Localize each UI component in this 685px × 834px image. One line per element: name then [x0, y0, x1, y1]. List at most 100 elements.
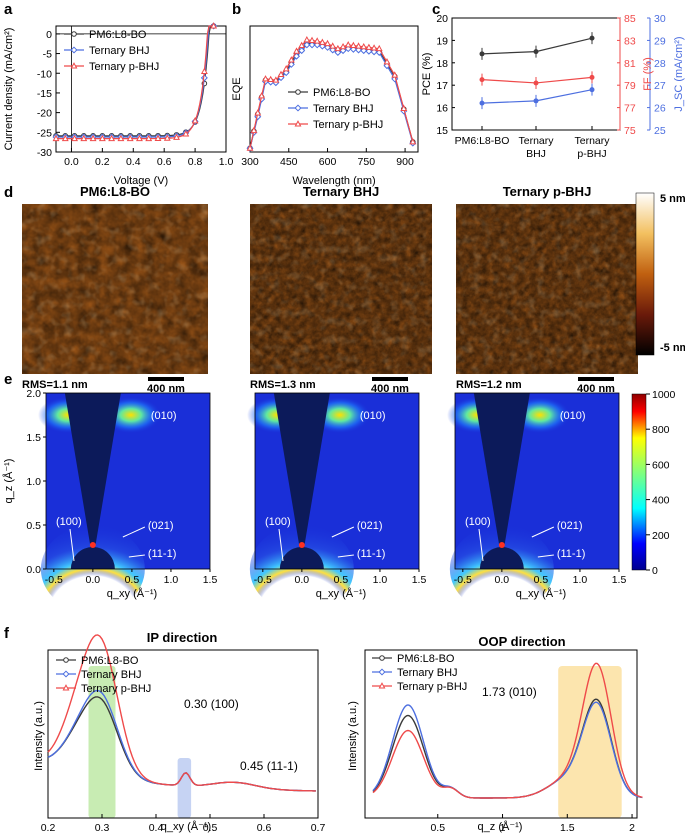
legend-marker: [62, 684, 70, 691]
data-point: [277, 70, 285, 78]
x-tick-label: 1.0: [219, 156, 234, 168]
series-lines: [479, 32, 595, 110]
x-tick-label: 1.0: [373, 574, 388, 586]
data-point: [154, 134, 162, 142]
ff-tick-label: 81: [624, 58, 636, 70]
legend-marker: [294, 104, 302, 112]
legend-entry: PM6:L8-BO: [313, 87, 371, 99]
data-point: [117, 134, 125, 142]
legend-marker: [295, 89, 301, 95]
jsc-point: [533, 98, 539, 104]
data-point: [329, 42, 337, 49]
series-line: [56, 25, 214, 137]
scale-bar: [578, 377, 614, 381]
pce-tick-label: 15: [436, 125, 448, 137]
panel-label: c: [432, 1, 440, 18]
legend-entry: PM6:L8-BO: [81, 655, 139, 667]
peak-label: (021): [357, 520, 383, 532]
x-tick-label: 0.4: [149, 822, 164, 834]
data-point: [287, 56, 295, 63]
jsc-tick-label: 29: [654, 35, 666, 47]
colorbar-tick-label: 200: [652, 530, 670, 542]
category-label-line: Ternary: [518, 135, 554, 147]
panel-e: e (010) (100) (021) (11-1) -0.5 0.0 0.5 1.0 1.5 q…: [2, 371, 676, 613]
y-axis-label: EQE: [231, 77, 243, 100]
data-point: [339, 42, 347, 50]
data-point: [191, 117, 199, 124]
afm-title: Ternary p-BHJ: [503, 184, 592, 199]
peak-arrow: [128, 554, 145, 558]
ip-title: IP direction: [147, 630, 218, 645]
jsc-tick-label: 27: [654, 80, 666, 92]
data-point: [349, 41, 357, 49]
x-tick-label: 1.0: [573, 574, 588, 586]
data-point: [80, 134, 88, 142]
x-tick-label: 0.6: [157, 156, 172, 168]
axes-frame: [451, 17, 621, 131]
x-tick-label: 0.8: [188, 156, 203, 168]
y-tick-label: 0.0: [26, 564, 41, 576]
legend-entry: PM6:L8-BO: [89, 29, 147, 41]
data-point: [308, 41, 316, 49]
x-tick-label: 1.5: [203, 574, 218, 586]
peak-label: (010): [560, 410, 586, 422]
x-tick-label: 0.6: [257, 822, 272, 834]
legend-entry: Ternary p-BHJ: [81, 683, 151, 695]
scale-label: 400 nm: [147, 383, 185, 395]
ff-tick-label: 75: [624, 125, 636, 137]
x-tick-label: 0.5: [430, 822, 445, 834]
data-point: [71, 134, 78, 142]
colorbar-tick-label: 800: [652, 424, 670, 436]
legend-marker: [62, 670, 70, 678]
x-tick-label: 1.0: [164, 574, 179, 586]
peak-label: (100): [56, 516, 82, 528]
pce-tick-label: 18: [436, 58, 448, 70]
data-point: [308, 36, 316, 43]
colorbar-tick-label: 1000: [652, 389, 676, 401]
ff-tick-label: 77: [624, 103, 636, 115]
peak-label: (010): [151, 410, 177, 422]
y-tick-label: -15: [37, 88, 52, 100]
legend-marker: [71, 31, 77, 37]
missing-wedge: [273, 393, 330, 549]
x-tick-label: 0.2: [95, 156, 110, 168]
data-point: [61, 134, 69, 142]
data-point: [98, 134, 106, 142]
data-point: [126, 134, 134, 142]
x-tick-label: 750: [358, 156, 376, 168]
axes-frame: [364, 649, 638, 819]
data-point: [409, 138, 417, 145]
x-tick-label: 1.5: [560, 822, 575, 834]
x-tick-label: 2: [629, 822, 635, 834]
axis-ticks: 300 450 600 750 900: [241, 148, 414, 168]
peak-arrow: [69, 528, 75, 562]
jsc-point: [589, 87, 595, 93]
scale-label: 400 nm: [577, 383, 615, 395]
colorbar-bottom-label: -5 nm: [660, 342, 685, 354]
beamstop: [279, 547, 324, 569]
peak-arrow: [278, 528, 284, 562]
data-point: [375, 44, 383, 52]
panel-label: f: [4, 625, 10, 642]
data-point: [254, 109, 262, 116]
y-tick-label: 0: [46, 29, 52, 41]
category-label-line: BHJ: [526, 148, 546, 160]
peak-label: (11-1): [357, 548, 386, 560]
ff-tick-label: 79: [624, 80, 636, 92]
pce-axis-label: PCE (%): [421, 53, 433, 96]
legend-marker: [378, 668, 386, 676]
legend-marker: [379, 655, 385, 661]
jsc-tick-label: 28: [654, 58, 666, 70]
series-lines: [52, 22, 218, 142]
jsc-tick-label: 30: [654, 13, 666, 25]
rms-label: RMS=1.2 nm: [456, 379, 522, 391]
annotation: 1.73 (010): [482, 685, 537, 699]
series-line: [56, 25, 214, 138]
ff-tick-label: 85: [624, 13, 636, 25]
highlight-010: [558, 666, 622, 818]
x-tick-label: 0.5: [534, 574, 549, 586]
legend-marker: [63, 657, 69, 663]
category-label-line: p-BHJ: [577, 148, 606, 160]
data-point: [360, 42, 368, 50]
panel-c: c 15 16 17 18 19 20 75 77 79 81 83 85 25 26 27 28 29 30 PM…: [421, 1, 685, 160]
